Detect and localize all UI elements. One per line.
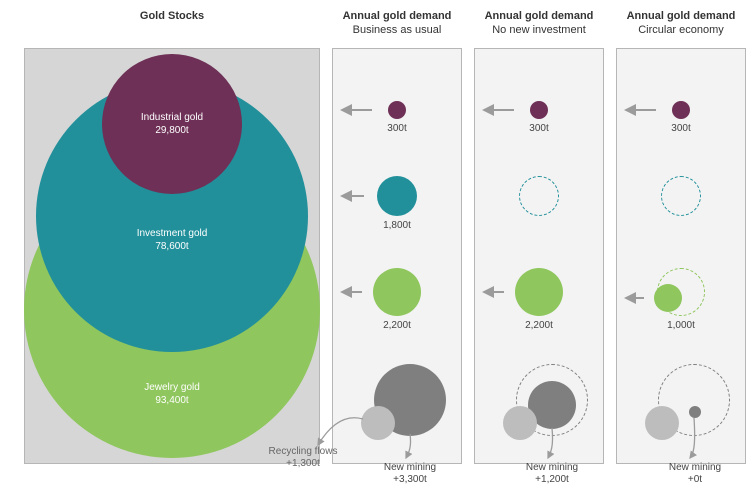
title-circular-sub: Circular economy	[616, 24, 746, 38]
infographic-root: Gold StocksAnnual gold demandBusiness as…	[0, 0, 754, 501]
title-circular-bold: Annual gold demand	[616, 10, 746, 24]
ni-industrial-label: 300t	[499, 123, 579, 135]
stock-jewelry-label: Jewelry gold93,400t	[112, 382, 232, 407]
title-bau: Annual gold demandBusiness as usual	[332, 10, 462, 38]
bau-jewelry	[373, 268, 421, 316]
ce-jewelry	[654, 284, 682, 312]
ce-recycling	[645, 406, 679, 440]
bau-investment-label: 1,800t	[357, 220, 437, 232]
title-noinvest: Annual gold demandNo new investment	[474, 10, 604, 38]
bau-industrial	[388, 101, 406, 119]
ce-mining	[689, 406, 701, 418]
bau-mining-label: New mining+3,300t	[360, 462, 460, 486]
ni-mining-label: New mining+1,200t	[502, 462, 602, 486]
bau-industrial-label: 300t	[357, 123, 437, 135]
title-noinvest-sub: No new investment	[474, 24, 604, 38]
ce-jewelry-label: 1,000t	[641, 320, 721, 332]
ce-investment-dashed	[661, 176, 701, 216]
title-bau-sub: Business as usual	[332, 24, 462, 38]
stock-industrial-label: Industrial gold29,800t	[112, 112, 232, 137]
bau-jewelry-label: 2,200t	[357, 320, 437, 332]
ni-investment-dashed	[519, 176, 559, 216]
ni-jewelry	[515, 268, 563, 316]
title-stocks-bold: Gold Stocks	[24, 10, 320, 24]
ce-industrial	[672, 101, 690, 119]
title-circular: Annual gold demandCircular economy	[616, 10, 746, 38]
ni-industrial	[530, 101, 548, 119]
ni-jewelry-label: 2,200t	[499, 320, 579, 332]
bau-recycling	[361, 406, 395, 440]
ni-recycling	[503, 406, 537, 440]
bau-investment	[377, 176, 417, 216]
title-noinvest-bold: Annual gold demand	[474, 10, 604, 24]
title-bau-bold: Annual gold demand	[332, 10, 462, 24]
ce-industrial-label: 300t	[641, 123, 721, 135]
stock-investment-label: Investment gold78,600t	[112, 228, 232, 253]
title-stocks: Gold Stocks	[24, 10, 320, 24]
recycling-callout: Recycling flows+1,300t	[258, 446, 348, 470]
ce-mining-label: New mining+0t	[645, 462, 745, 486]
